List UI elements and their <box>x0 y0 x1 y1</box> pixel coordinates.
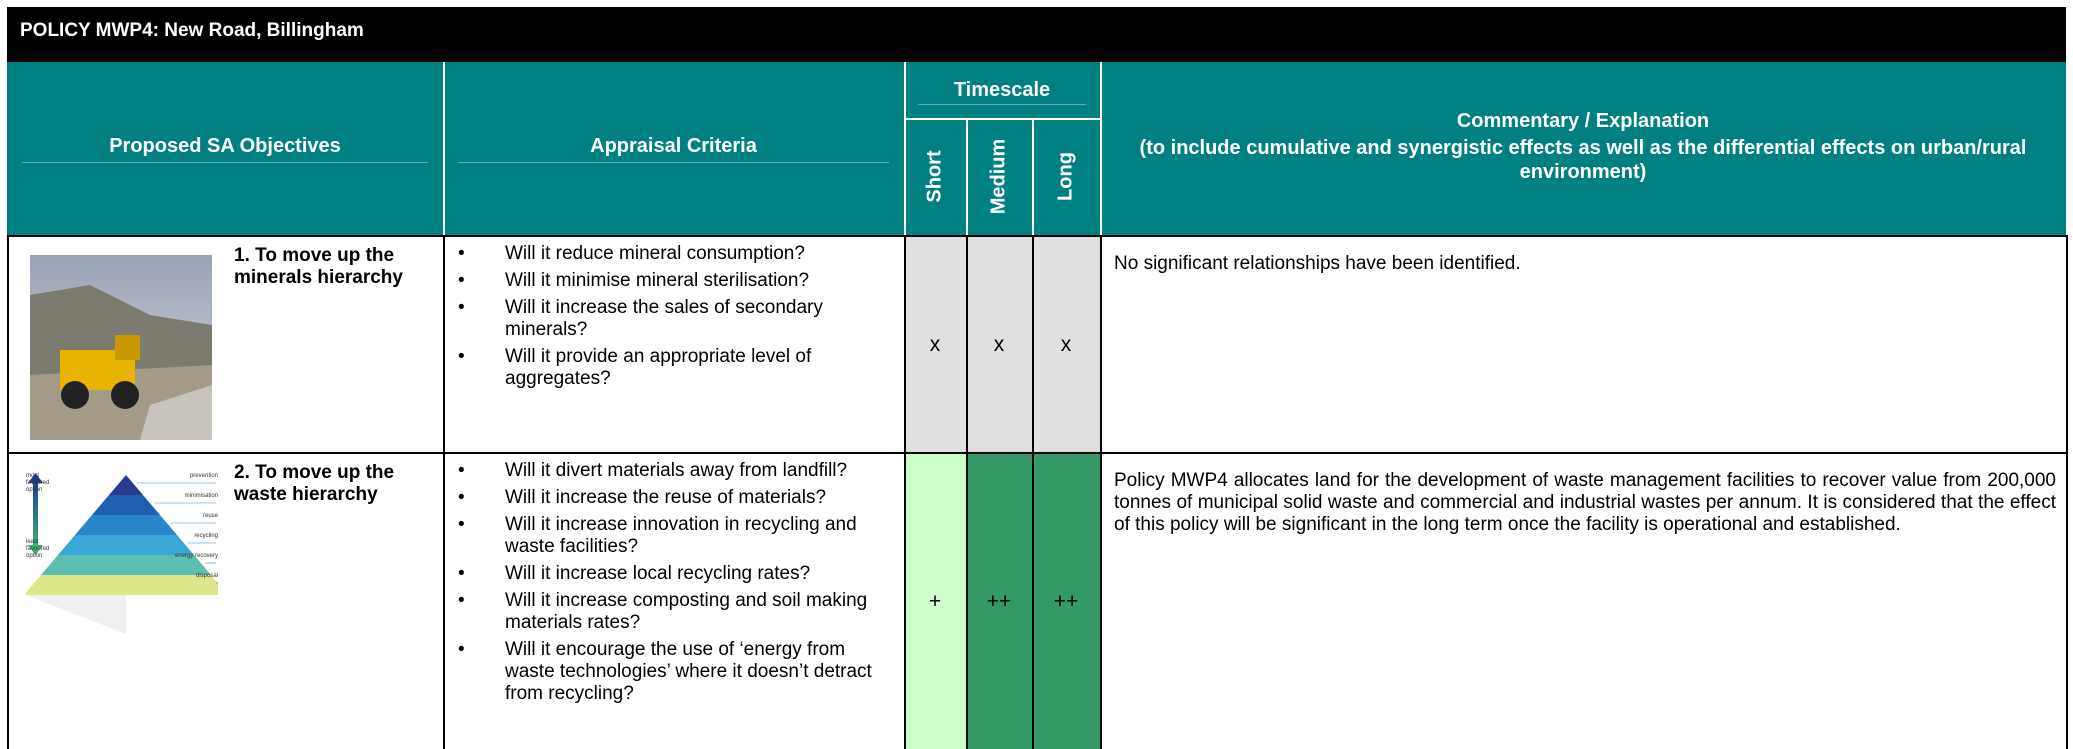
score: x <box>1060 333 1072 356</box>
header-cell: Appraisal Criteria <box>590 135 757 157</box>
criterion: Will it provide an appropriate level of … <box>505 346 812 389</box>
commentary: No significant relationships have been i… <box>1114 253 1521 274</box>
cell-border <box>904 452 906 749</box>
bullet: • <box>458 487 465 508</box>
score-cell <box>904 235 966 452</box>
title: POLICY MWP4: New Road, Billingham <box>20 20 364 41</box>
objective: 1. To move up the minerals hierarchy <box>234 245 403 288</box>
cell-border <box>443 235 445 452</box>
cell-border <box>966 235 968 452</box>
score: ++ <box>1053 590 1079 613</box>
cell-border <box>7 235 9 452</box>
header-divider <box>904 62 906 235</box>
score: + <box>928 590 942 613</box>
image-label: minimisation <box>184 493 218 499</box>
score-cell <box>966 235 1032 452</box>
score: x <box>993 333 1005 356</box>
header-divider <box>966 119 968 235</box>
header-cell: Timescale <box>953 79 1051 101</box>
cell-border <box>1032 452 1034 749</box>
criterion: Will it increase the sales of secondary … <box>505 297 823 340</box>
criterion: Will it increase local recycling rates? <box>505 563 811 584</box>
header-cell: (to include cumulative and synergistic e… <box>1139 137 2027 183</box>
cell-border <box>7 452 9 749</box>
header-divider <box>904 118 1100 120</box>
bullet: • <box>458 514 465 535</box>
score: x <box>929 333 941 356</box>
bullet: • <box>458 590 465 611</box>
image-label: recycling <box>194 533 218 539</box>
criterion: Will it increase the reuse of materials? <box>505 487 827 508</box>
bullet: • <box>458 297 465 318</box>
criterion: Will it increase innovation in recycling… <box>505 514 857 557</box>
timescale-label: Short <box>923 150 946 203</box>
timescale-label: Long <box>1054 152 1077 201</box>
bullet: • <box>458 460 465 481</box>
commentary: Policy MWP4 allocates land for the devel… <box>1114 470 2056 535</box>
image-label: least favoured option <box>26 539 50 559</box>
header-divider <box>1032 119 1034 235</box>
image-label: most favoured option <box>26 473 50 493</box>
score-cell <box>966 452 1032 749</box>
header-cell: Proposed SA Objectives <box>109 135 341 157</box>
timescale-label: Medium <box>987 138 1010 215</box>
criterion: Will it increase composting and soil mak… <box>505 590 868 633</box>
bullet: • <box>458 639 465 660</box>
criterion: Will it encourage the use of ‘energy fro… <box>505 639 872 704</box>
cell-border <box>443 452 445 749</box>
score-cell <box>1032 235 1100 452</box>
header-underline <box>22 162 428 163</box>
image-label: disposal <box>195 573 218 579</box>
bullet: • <box>458 346 465 367</box>
truck-image <box>30 255 212 440</box>
criterion: Will it reduce mineral consumption? <box>505 243 805 264</box>
header-cell: Commentary / Explanation <box>1456 110 1710 132</box>
row-border <box>7 235 2066 237</box>
cell-border <box>1100 235 1102 452</box>
header-underline <box>918 104 1086 105</box>
cell-border <box>1100 452 1102 749</box>
cell-border <box>2066 235 2068 452</box>
score: ++ <box>986 590 1012 613</box>
bullet: • <box>458 270 465 291</box>
criterion: Will it minimise mineral sterilisation? <box>505 270 810 291</box>
cell-border <box>1032 235 1034 452</box>
image-label: reuse <box>202 513 218 519</box>
bullet: • <box>458 563 465 584</box>
cell-border <box>904 235 906 452</box>
objective: 2. To move up the waste hierarchy <box>234 462 395 505</box>
image-label: prevention <box>189 473 218 479</box>
cell-border <box>2066 452 2068 749</box>
score-cell <box>1032 452 1100 749</box>
image-label: energy recovery <box>174 553 218 559</box>
score-cell <box>904 452 966 749</box>
header-bg <box>7 62 2066 235</box>
cell-border <box>966 452 968 749</box>
header-divider <box>1100 62 1102 235</box>
header-divider <box>443 62 445 235</box>
row-border <box>7 452 2066 454</box>
title-bar <box>7 7 2066 62</box>
pyramid-image: most favoured option least favoured optio… <box>24 469 228 641</box>
header-underline <box>458 162 889 163</box>
criterion: Will it divert materials away from landf… <box>505 460 848 481</box>
bullet: • <box>458 243 465 264</box>
